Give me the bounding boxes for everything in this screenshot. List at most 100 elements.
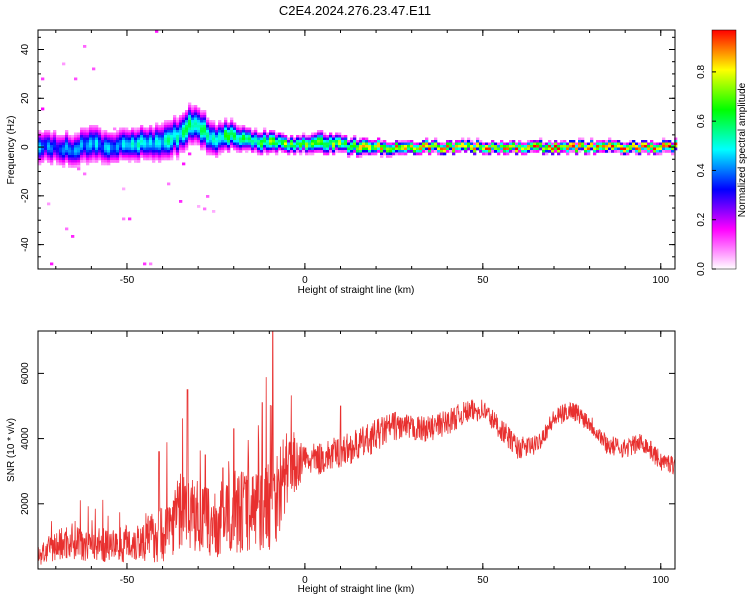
spectrogram-cell — [377, 142, 381, 146]
spectrogram-cell — [95, 147, 99, 151]
spectrogram-cell — [230, 122, 234, 126]
spectrogram-cell — [638, 147, 642, 151]
spectrogram-cell — [305, 145, 309, 148]
spectrogram-cell — [101, 135, 105, 138]
spectrogram-cell — [173, 137, 177, 141]
spectrogram-cell — [227, 122, 231, 126]
spectrogram-cell — [140, 142, 144, 146]
spectrogram-cell — [206, 132, 210, 136]
spectrogram-cell — [200, 147, 204, 151]
spectrogram-cell — [80, 150, 84, 153]
spectrogram-cell — [47, 150, 51, 153]
spectrogram-cell — [161, 142, 165, 146]
spectrogram-cell — [101, 147, 105, 151]
spectrogram-cell — [134, 140, 138, 143]
spectrogram-cell — [518, 150, 522, 153]
spectrogram-cell — [413, 152, 417, 156]
spectrogram-cell — [182, 127, 186, 131]
spectrogram-cell — [158, 137, 162, 141]
spectrogram-cell — [92, 157, 96, 161]
spectrogram-cell — [425, 150, 429, 153]
spectrogram-cell — [329, 140, 333, 143]
spectrogram-cell — [140, 130, 144, 133]
spectrogram-cell — [560, 140, 564, 143]
spectrogram-cell — [452, 150, 456, 153]
colorbar-tick-label: 0.4 — [696, 163, 707, 177]
spectrogram-cell — [182, 132, 186, 136]
spectrogram-cell — [239, 132, 243, 136]
spectrogram-cell — [575, 142, 579, 146]
spectrogram-cell — [326, 140, 330, 143]
spectrogram-cell — [131, 152, 135, 156]
spectrogram-cell — [314, 132, 318, 136]
spectrogram-cell — [149, 132, 153, 136]
spectrogram-cell — [173, 130, 177, 133]
spectrogram-cell — [143, 132, 147, 136]
spectrogram-cell — [221, 142, 225, 146]
spectrogram-cell — [260, 150, 264, 153]
spectrogram-cell — [233, 125, 237, 128]
spectrogram-cell — [254, 140, 258, 143]
spectrogram-cell — [113, 135, 117, 138]
spectrogram-cell — [83, 157, 87, 161]
spectrogram-cell — [263, 145, 267, 148]
spectrogram-cell — [56, 150, 60, 153]
spectrogram-cell — [56, 157, 60, 161]
spectrogram-cell — [284, 140, 288, 143]
spectrogram-cell — [227, 140, 231, 143]
spectrogram-cell — [50, 137, 54, 141]
spectrogram-cell — [98, 137, 102, 141]
spectrogram-cell — [500, 140, 504, 143]
spectrogram-cell — [38, 137, 42, 141]
spectrogram-cell — [398, 152, 402, 156]
spectrogram-cell — [515, 147, 519, 151]
spectrogram-cell — [131, 132, 135, 136]
spectrogram-cell — [407, 140, 411, 143]
spectrogram-cell — [563, 147, 567, 151]
spectrogram-cell — [386, 145, 390, 148]
spectrogram-cell — [194, 130, 198, 133]
spectrogram-cell — [155, 30, 159, 33]
spectrogram-cell — [161, 145, 165, 148]
spectrogram-cell — [128, 157, 132, 161]
spectrogram-cell — [152, 132, 156, 136]
spectrogram-cell — [245, 130, 249, 133]
spectrogram-cell — [161, 152, 165, 156]
spectrogram-cell — [593, 150, 597, 153]
spectrogram-cell — [329, 145, 333, 148]
spectrogram-cell — [47, 202, 51, 206]
spectrogram-cell — [275, 135, 279, 138]
spectrogram-cell — [287, 147, 291, 151]
spectrogram-cell — [458, 145, 462, 148]
spectrogram-cell — [242, 145, 246, 148]
spectrogram-cell — [377, 150, 381, 153]
spectrogram-cell — [272, 132, 276, 136]
spectrogram-cell — [104, 150, 108, 153]
spectrogram-cell — [512, 142, 516, 146]
spectrogram-cell — [470, 142, 474, 146]
spectrogram-cell — [161, 155, 165, 158]
spectrogram-cell — [167, 142, 171, 146]
spectrogram-cell — [383, 142, 387, 146]
spectrogram-cell — [107, 155, 111, 158]
spectrogram-cell — [320, 130, 324, 133]
spectrogram-cell — [200, 120, 204, 123]
spectrogram-cell — [662, 137, 666, 141]
spectrogram-cell — [245, 150, 249, 153]
spectrogram-cell — [299, 150, 303, 153]
spectrogram-cell — [599, 145, 603, 148]
spectrogram-cell — [131, 135, 135, 138]
spectrogram-cell — [152, 147, 156, 151]
spectrogram-cell — [341, 145, 345, 148]
spectrogram-cell — [218, 135, 222, 138]
spectrogram-cell — [530, 147, 534, 151]
spectrogram-cell — [311, 145, 315, 148]
spectrogram-cell — [638, 152, 642, 156]
spectrogram-cell — [371, 147, 375, 151]
spectrogram-cell — [230, 135, 234, 138]
spectrogram-cell — [455, 140, 459, 143]
spectrogram-cell — [323, 152, 327, 156]
spectrogram-cell — [317, 142, 321, 146]
spectrogram-cell — [344, 137, 348, 141]
